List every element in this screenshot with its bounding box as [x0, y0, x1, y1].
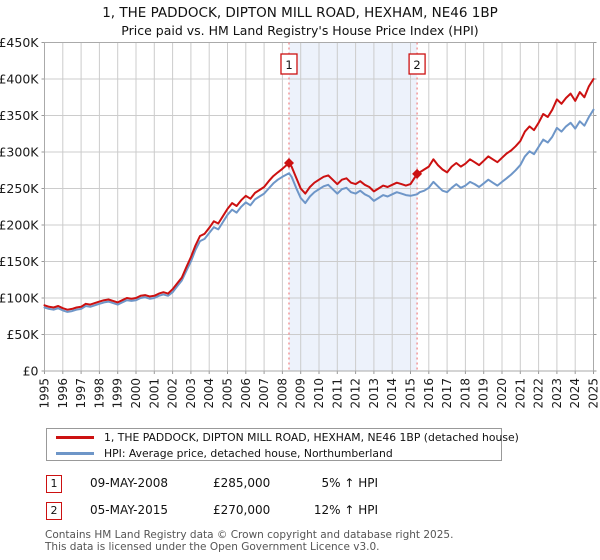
sale-number-badge: 1 — [46, 475, 62, 493]
sale-flag-box-1 — [280, 53, 298, 75]
sale-vs-hpi: 5% ↑ HPI — [321, 476, 378, 490]
sale-date: 09-MAY-2008 — [90, 476, 169, 490]
x-tick-label: 2019 — [477, 378, 491, 409]
hpi-line-swatch — [56, 452, 94, 455]
price-paid-line-swatch — [56, 436, 94, 439]
x-tick-label: 2002 — [166, 378, 180, 409]
legend: 1, THE PADDOCK, DIPTON MILL ROAD, HEXHAM… — [46, 428, 519, 461]
x-tick-label: 1998 — [92, 378, 106, 409]
sale-marker-1 — [283, 157, 294, 168]
y-tick-label: £300K — [0, 145, 39, 160]
sale-number-badge: 2 — [46, 502, 62, 520]
x-tick-label: 2000 — [129, 378, 143, 409]
sale-date: 05-MAY-2015 — [90, 503, 169, 517]
x-tick-label: 2009 — [294, 378, 308, 409]
sale-price: £270,000 — [213, 503, 271, 517]
x-tick-label: 2008 — [275, 378, 289, 409]
legend-label: 1, THE PADDOCK, DIPTON MILL ROAD, HEXHAM… — [104, 431, 519, 444]
y-tick-label: £150K — [0, 254, 39, 269]
sale-flag-box-2 — [408, 53, 426, 75]
y-tick-label: £50K — [6, 327, 39, 342]
hpi-line — [43, 108, 595, 313]
x-tick-label: 2022 — [532, 378, 546, 409]
chart-title: 1, THE PADDOCK, DIPTON MILL ROAD, HEXHAM… — [102, 5, 498, 21]
x-tick-label: 2004 — [202, 378, 216, 409]
x-tick-label: 2006 — [239, 378, 253, 409]
x-tick-label: 1995 — [38, 378, 52, 409]
x-tick-label: 2013 — [367, 378, 381, 409]
attribution-line-1: Contains HM Land Registry data © Crown c… — [45, 529, 454, 541]
attribution-footer: Contains HM Land Registry data © Crown c… — [45, 529, 453, 554]
x-tick-label: 2014 — [385, 378, 399, 409]
x-tick-label: 2007 — [257, 378, 271, 409]
x-tick-label: 2025 — [587, 378, 600, 409]
legend-label: HPI: Average price, detached house, Nort… — [104, 447, 393, 460]
attribution-line-2: This data is licensed under the Open Gov… — [45, 541, 380, 554]
sale-row-2: 2 05-MAY-2015 £270,000 12% ↑ HPI — [0, 502, 600, 522]
x-tick-label: 2018 — [458, 378, 472, 409]
x-tick-label: 2010 — [312, 378, 326, 409]
x-tick-label: 2005 — [221, 378, 235, 409]
y-tick-label: £350K — [0, 108, 39, 123]
between-sales-band — [288, 42, 418, 371]
legend-item-hpi: HPI: Average price, detached house, Nort… — [47, 446, 501, 461]
x-tick-label: 2015 — [404, 378, 418, 409]
x-tick-label: 2021 — [513, 378, 527, 409]
price-chart: £0 £50K £100K £150K £200K £250K £300K £350K £400… — [0, 35, 600, 409]
x-tick-label: 2011 — [330, 378, 344, 409]
x-tick-label: 2001 — [147, 378, 161, 409]
sale-flag-number-2: 2 — [413, 58, 420, 72]
chart-subtitle: Price paid vs. HM Land Registry's House … — [121, 23, 479, 38]
x-tick-label: 2020 — [495, 378, 509, 409]
y-tick-label: £450K — [0, 35, 39, 50]
x-tick-label: 2012 — [349, 378, 363, 409]
x-tick-label: 2017 — [440, 378, 454, 409]
y-tick-label: £100K — [0, 291, 39, 306]
y-tick-label: £0 — [23, 364, 39, 379]
x-tick-label: 2016 — [422, 378, 436, 409]
sale-marker-2 — [412, 168, 423, 179]
y-tick-label: £250K — [0, 181, 39, 196]
x-tick-label: 1997 — [74, 378, 88, 409]
legend-item-price-paid: 1, THE PADDOCK, DIPTON MILL ROAD, HEXHAM… — [47, 430, 519, 445]
sale-row-1: 1 09-MAY-2008 £285,000 5% ↑ HPI — [0, 475, 600, 495]
price-paid-line — [43, 78, 595, 311]
sale-vs-hpi: 12% ↑ HPI — [313, 503, 378, 517]
x-tick-label: 2003 — [184, 378, 198, 409]
plot-border — [44, 42, 594, 372]
x-tick-label: 1999 — [111, 378, 125, 409]
y-tick-label: £200K — [0, 218, 39, 233]
sale-price: £285,000 — [213, 476, 271, 490]
x-tick-label: 2024 — [568, 378, 582, 409]
x-tick-label: 2023 — [550, 378, 564, 409]
y-tick-label: £400K — [0, 72, 39, 87]
x-tick-label: 1996 — [56, 378, 70, 409]
sale-flag-number-1: 1 — [285, 58, 292, 72]
